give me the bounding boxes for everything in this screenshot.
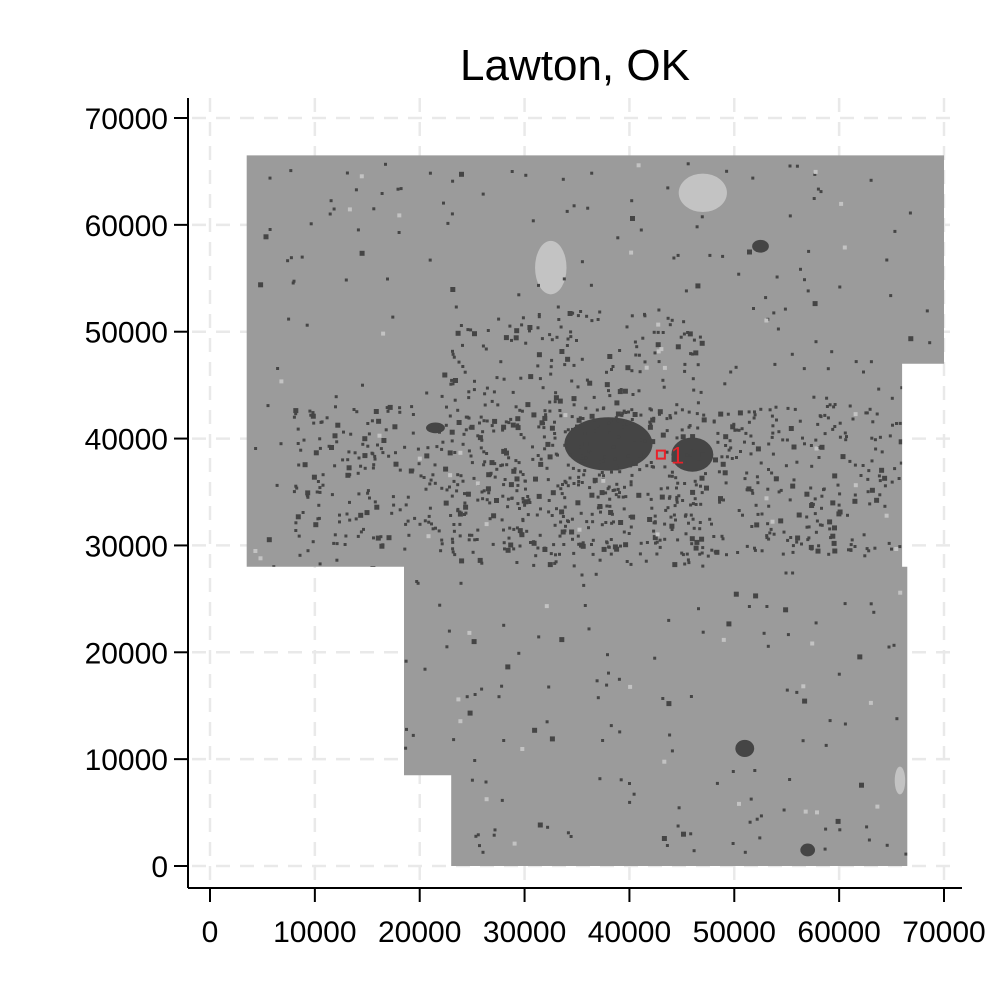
x-tick-label-0: 0	[202, 916, 219, 949]
axes: 0 10000 20000 30000 40000 50000 60000 70000 0 100…	[85, 98, 986, 949]
marker-layer: 1	[655, 443, 684, 470]
marker-label: 1	[671, 443, 684, 470]
y-tick-label-7: 70000	[85, 103, 168, 136]
land-cover-map	[246, 155, 944, 866]
developed-cluster-4	[752, 239, 769, 253]
developed-cluster-5	[426, 422, 445, 434]
x-tick-label-5: 50000	[693, 916, 776, 949]
city-region	[246, 155, 944, 866]
y-tick-label-4: 40000	[85, 424, 168, 457]
water-body-2	[894, 766, 906, 795]
water-body-0	[535, 240, 567, 295]
developed-cluster-3	[800, 843, 816, 857]
water-body-1	[678, 173, 727, 213]
y-tick-label-6: 60000	[85, 210, 168, 243]
marker-square-icon	[655, 449, 666, 460]
y-tick-label-0: 0	[151, 851, 168, 884]
map-marker-1: 1	[655, 443, 684, 470]
x-tick-label-2: 20000	[378, 916, 461, 949]
x-tick-label-3: 30000	[483, 916, 566, 949]
y-tick-label-5: 50000	[85, 317, 168, 350]
y-tick-label-1: 10000	[85, 744, 168, 777]
x-tick-label-1: 10000	[273, 916, 356, 949]
x-tick-label-7: 70000	[902, 916, 985, 949]
x-tick-label-4: 40000	[588, 916, 671, 949]
developed-cluster-2	[735, 739, 755, 758]
x-tick-label-6: 60000	[797, 916, 880, 949]
y-tick-label-2: 20000	[85, 637, 168, 670]
y-tick-label-3: 30000	[85, 530, 168, 563]
chart-title: Lawton, OK	[460, 41, 690, 90]
developed-cluster-1	[671, 437, 714, 472]
developed-scatter	[253, 162, 935, 856]
